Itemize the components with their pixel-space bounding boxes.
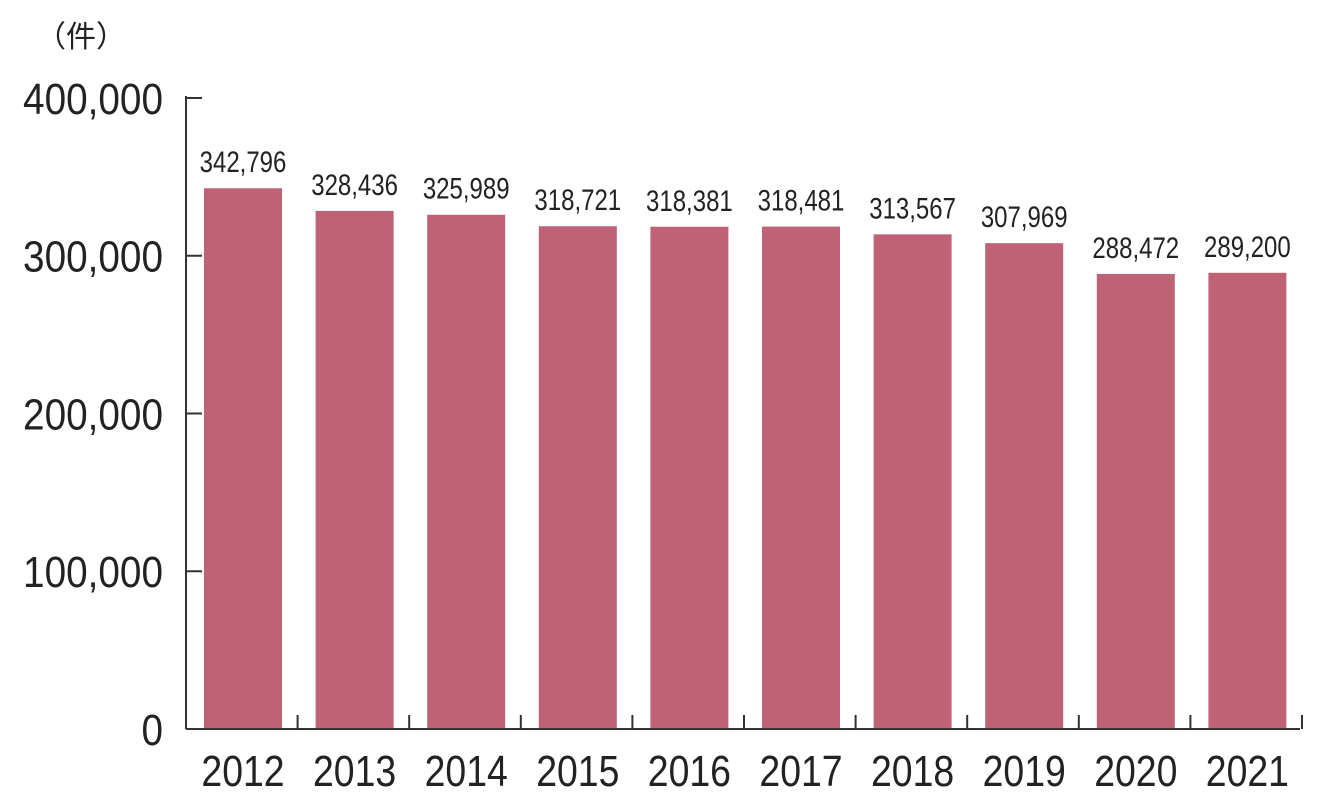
bar-2017 <box>762 226 840 729</box>
bar-2013 <box>315 210 394 729</box>
data-label-2016: 318,381 <box>646 183 733 217</box>
bar-2018 <box>873 234 952 729</box>
y-tick-label: 200,000 <box>23 389 163 439</box>
data-label-2021: 289,200 <box>1204 229 1291 263</box>
x-tick-label-2013: 2013 <box>313 746 396 795</box>
y-tick-label: 0 <box>141 705 163 755</box>
data-label-2019: 307,969 <box>981 200 1068 234</box>
x-tick-label-2015: 2015 <box>536 746 619 795</box>
data-label-2017: 318,481 <box>758 183 845 217</box>
bar-2014 <box>427 214 506 730</box>
y-tick-label: 100,000 <box>23 547 163 597</box>
x-tick-label-2021: 2021 <box>1206 746 1289 795</box>
x-tick-label-2019: 2019 <box>983 746 1066 795</box>
x-tick-label-2016: 2016 <box>648 746 731 795</box>
bar-2019 <box>985 243 1064 730</box>
y-tick-label: 400,000 <box>23 74 163 124</box>
x-tick-label-2017: 2017 <box>759 746 842 795</box>
x-tick-label-2014: 2014 <box>425 746 508 795</box>
bar-2020 <box>1096 273 1175 729</box>
x-tick-label-2018: 2018 <box>871 746 954 795</box>
data-label-2012: 342,796 <box>200 145 287 179</box>
bar-2012 <box>204 188 282 729</box>
x-tick-label-2012: 2012 <box>201 746 284 795</box>
data-label-2020: 288,472 <box>1092 230 1179 264</box>
y-tick-label: 300,000 <box>23 231 163 281</box>
data-label-2014: 325,989 <box>423 171 510 205</box>
y-unit-label: （件） <box>36 20 126 55</box>
data-label-2013: 328,436 <box>311 167 398 201</box>
data-label-2015: 318,721 <box>534 183 621 217</box>
data-label-2018: 313,567 <box>869 191 956 225</box>
bar-2015 <box>538 226 617 729</box>
x-tick-label-2020: 2020 <box>1094 746 1177 795</box>
bar-2021 <box>1208 272 1287 729</box>
bar-2016 <box>650 226 729 729</box>
